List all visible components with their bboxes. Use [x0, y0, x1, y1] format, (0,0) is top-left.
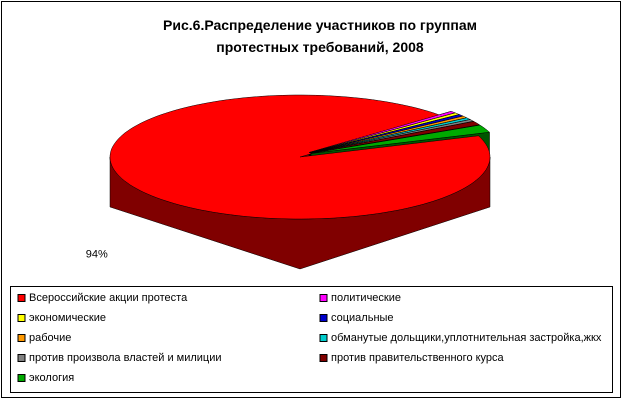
chart-title: Рис.6.Распределение участников по группа… [163, 17, 477, 55]
legend-label: против произвола властей и милиции [29, 352, 222, 364]
legend-swatch [319, 314, 328, 322]
legend-swatch [319, 354, 328, 362]
legend-box [10, 286, 613, 393]
legend-swatch [17, 354, 26, 362]
legend-swatch [17, 314, 26, 322]
legend-swatch [319, 294, 328, 302]
legend-label: Всероссийские акции протеста [29, 292, 188, 304]
legend-label: экономические [29, 312, 106, 324]
legend-label: политические [331, 292, 401, 304]
legend-label: социальные [331, 312, 394, 324]
data-label: 94% [86, 249, 108, 261]
slice [109, 94, 491, 220]
legend-swatch [17, 294, 26, 302]
legend-swatch [319, 334, 328, 342]
legend-swatch [17, 374, 26, 382]
legend-label: обманутые дольщики,уплотнительная застро… [331, 332, 602, 344]
legend-label: экология [29, 372, 74, 384]
legend-label: рабочие [29, 332, 71, 344]
legend-swatch [17, 334, 26, 342]
slice [310, 124, 491, 154]
legend-label: против правительственного курса [331, 352, 505, 364]
slice [310, 121, 481, 154]
